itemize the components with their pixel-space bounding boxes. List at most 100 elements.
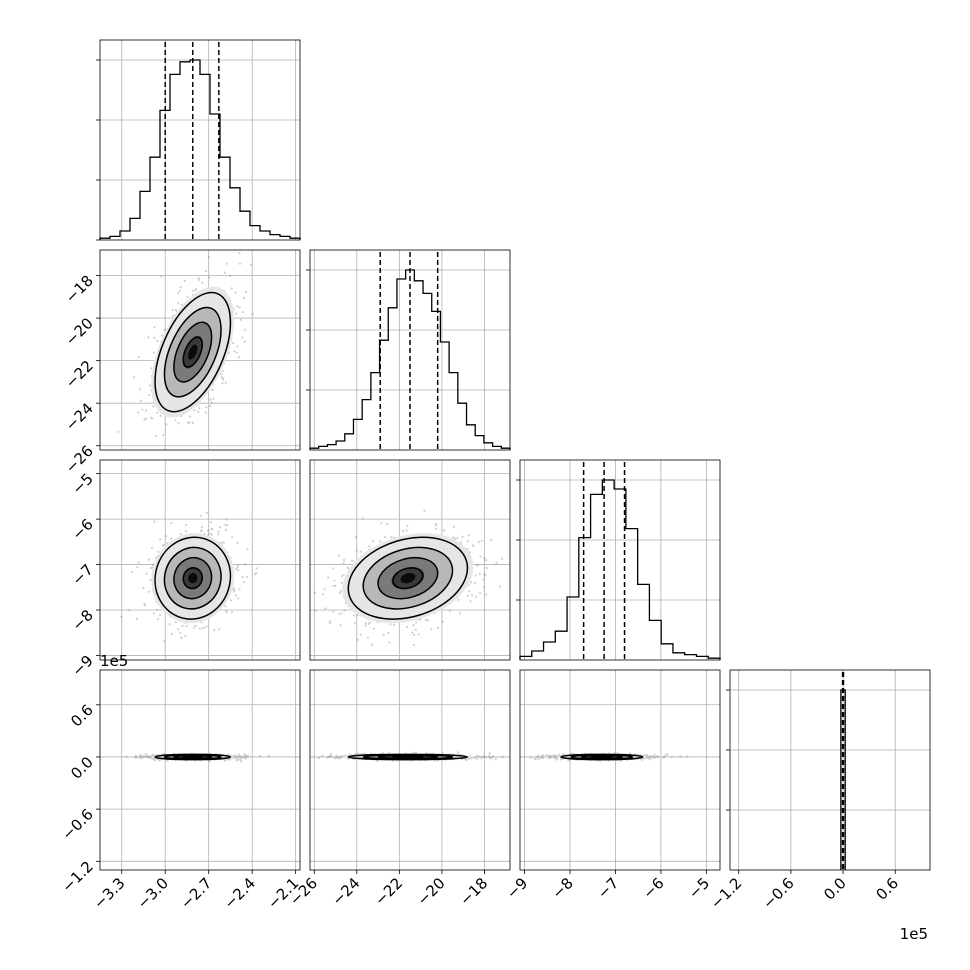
scatter-point [224,381,227,384]
scatter-point [339,624,342,627]
scatter-point [165,423,168,426]
scatter-point [244,757,247,760]
scatter-point [174,308,178,312]
scatter-point [346,566,349,569]
scatter-point [223,523,226,526]
scatter-point [478,573,481,576]
scatter-point [170,522,173,525]
scatter-point [235,312,238,315]
scatter-point [387,632,390,635]
scatter-point [231,536,234,539]
scatter-point [222,541,225,544]
scatter-point [179,631,182,635]
scatter-point [200,526,203,529]
scatter-point [327,576,330,579]
scatter-point [482,586,485,589]
scatter-point [210,533,213,536]
scatter-point [368,545,371,548]
scatter-point [411,631,414,634]
scatter-point [242,296,246,299]
scatter-point [241,311,244,314]
scatter-point [235,755,238,758]
scatter-point [435,527,438,530]
scatter-point [159,614,162,617]
scatter-point [171,308,174,311]
scatter-point [209,398,212,401]
scatter-point [229,274,232,278]
scatter-point [180,636,183,640]
scatter-point [340,581,343,585]
scatter-point [143,604,146,607]
scatter-point [192,289,195,292]
scatter-point [230,599,233,602]
scatter-point [134,754,137,757]
scatter-point [392,623,396,627]
scatter-point [159,538,162,541]
scatter-point [193,408,196,412]
scatter-point [483,556,486,560]
scatter-point [412,624,415,627]
scatter-point [117,430,120,433]
scatter-point [198,278,201,281]
scatter-point [163,640,166,643]
scatter-point [186,421,190,424]
scatter-point [342,573,345,577]
scatter-point [426,619,429,622]
scatter-point [482,756,485,759]
scatter-point [220,376,223,379]
scatter-point [480,539,483,542]
scatter-point [189,415,192,418]
contour-line [182,336,203,368]
scatter-point [479,555,482,558]
scatter-point [225,611,228,614]
scatter-point [372,627,376,630]
scatter-point [388,641,391,644]
scatter-point [193,626,196,629]
scatter-point [209,405,212,408]
scatter-point [466,540,469,543]
scatter-point [386,522,389,526]
scatter-point [194,288,197,291]
scatter-point [406,524,409,527]
scatter-point [179,533,182,536]
scatter-point [359,633,362,636]
scatter-point [162,434,165,437]
contour-line [182,755,203,759]
scatter-point [380,522,383,525]
scatter-point [251,313,254,316]
scatter-point [412,633,416,637]
scatter-point [236,345,239,348]
scatter-point [441,620,444,623]
scatter-point [233,350,236,353]
scatter-point [170,632,173,636]
scatter-point [467,534,470,537]
scatter-point [448,609,451,613]
scatter-point [139,754,142,757]
scatter-point [245,290,248,293]
scatter-point [217,530,220,533]
scatter-point [355,536,358,539]
pair-panel-1-0 [99,249,301,451]
scatter-point [149,384,152,387]
scatter-point [484,574,487,577]
scatter-point [238,306,241,309]
scatter-point [247,754,250,757]
scatter-point [352,614,356,617]
scatter-point [151,757,154,760]
scatter-point [223,759,226,762]
scatter-point [146,755,149,758]
scatter-point [199,514,202,517]
scatter-point [243,340,246,343]
scatter-point [191,421,194,424]
scatter-point [471,544,474,547]
scatter-point [136,566,139,569]
scatter-point [143,755,146,758]
scatter-point [482,578,485,581]
scatter-point [198,627,201,630]
scatter-point [188,421,191,424]
scatter-point [474,574,477,577]
scatter-point [223,271,226,274]
scatter-point [382,633,385,637]
scatter-point [364,624,367,627]
scatter-point [236,569,239,572]
